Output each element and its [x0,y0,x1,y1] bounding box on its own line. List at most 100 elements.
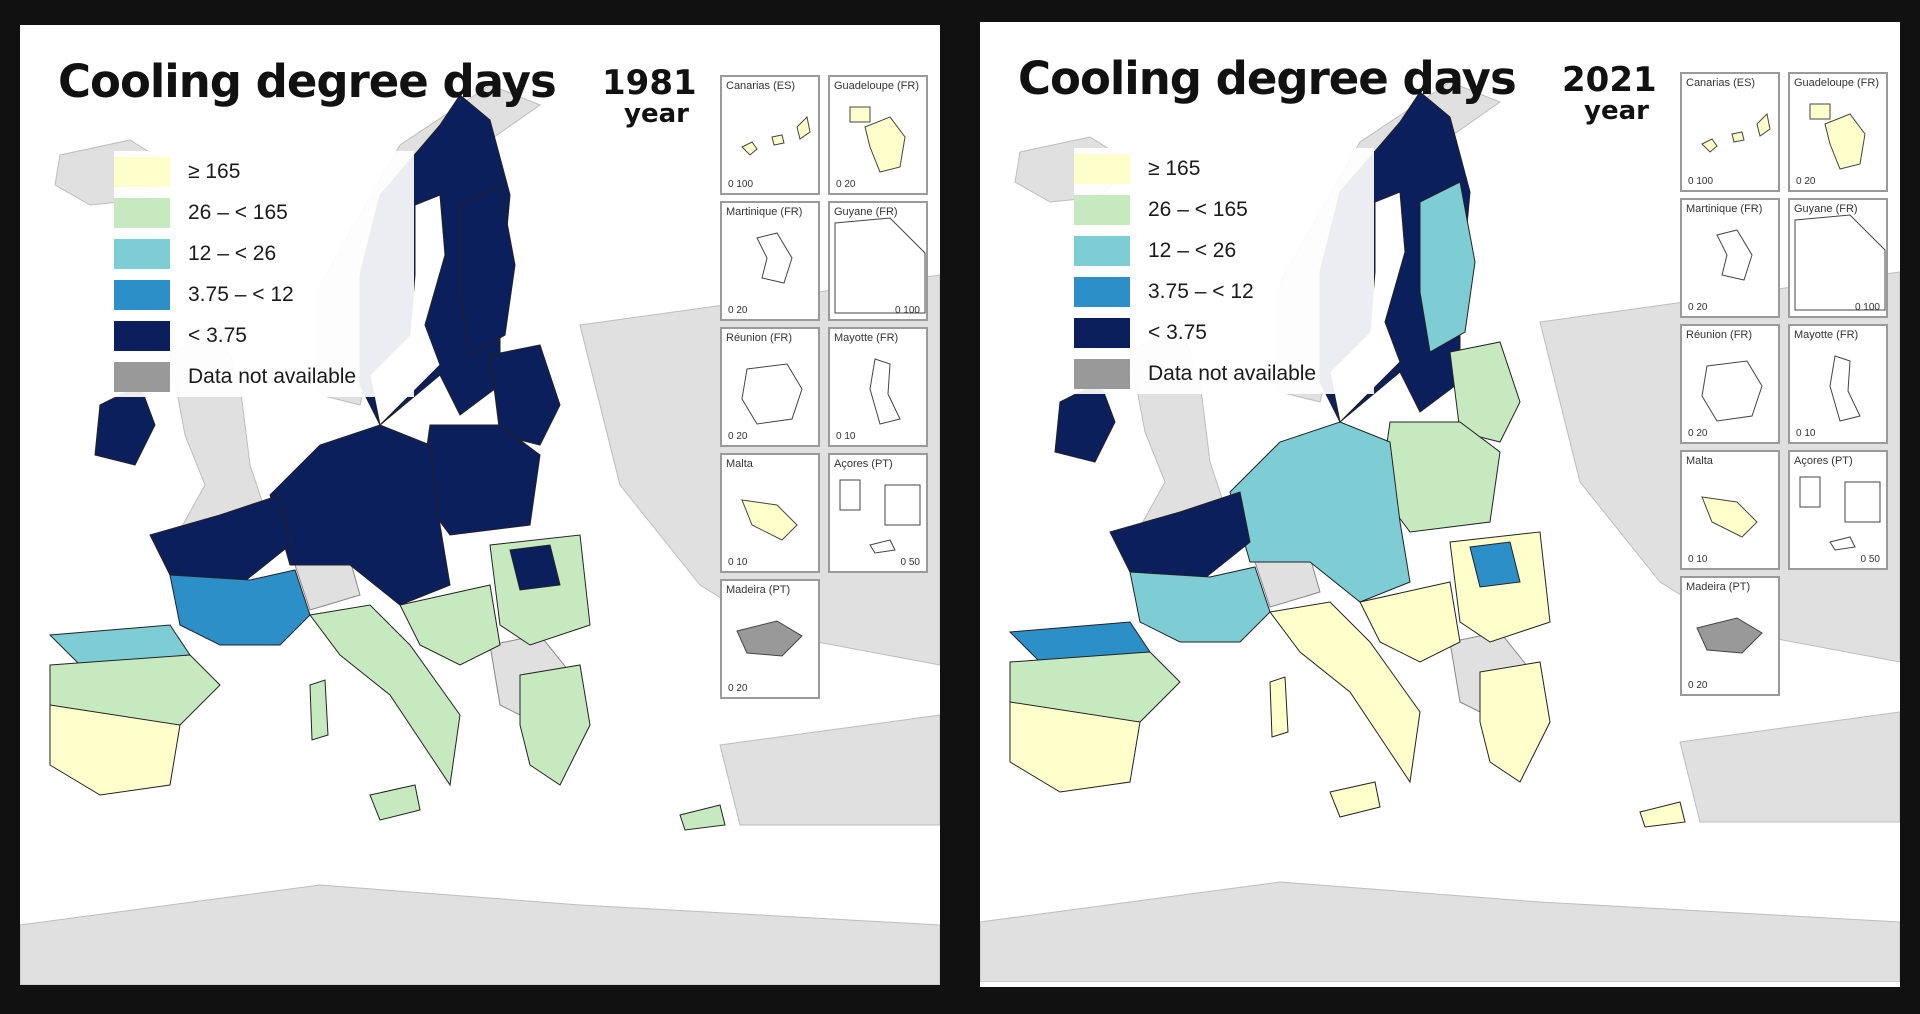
legend-swatch [114,238,170,269]
year-number: 2021 [1562,60,1657,100]
inset-map: Canarias (ES) 0 100 [720,75,820,195]
italy-region [1269,601,1421,784]
map-panel-2021: Cooling degree days 2021 year ≥ 165 26 – … [980,22,1900,987]
inset-map: Madeira (PT) 0 20 [720,579,820,699]
legend: ≥ 165 26 – < 165 12 – < 26 3.75 – < 12 < 3.7… [1074,148,1374,394]
greece-region [519,664,591,786]
scale-bar-label: 0 100 [894,305,920,316]
scale-bar-label: 0 20 [728,431,748,442]
inset-shape [736,620,803,657]
inset-label: Canarias (ES) [1686,77,1756,89]
iberia-south-region [1009,701,1141,793]
inset-map: Réunion (FR) 0 20 [1680,324,1780,444]
finland-east-region [1419,181,1476,353]
scale-bar-label: 0 20 [1688,680,1708,691]
inset-label: Guyane (FR) [834,206,898,218]
scale-bar-label: 0 20 [1796,176,1816,187]
inset-maps: Canarias (ES) 0 100 Guadeloupe (FR) 0 20 Mar… [720,75,932,715]
central-region [1229,421,1411,603]
inset-map: Guadeloupe (FR) 0 20 [1788,72,1888,192]
inset-map: Martinique (FR) 0 20 [1680,198,1780,318]
romania-spot-region [509,544,561,591]
inset-label: Madeira (PT) [1686,581,1751,593]
map-title: Cooling degree days [58,55,557,108]
inset-shape [849,106,906,173]
scale-bar-label: 0 20 [728,683,748,694]
africa-shape [20,884,940,985]
inset-label: Açores (PT) [834,458,893,470]
legend-label: 12 – < 26 [1148,238,1237,262]
inset-label: Açores (PT) [1794,455,1853,467]
sicily-region [1329,781,1381,818]
legend-swatch [114,156,170,187]
inset-label: Réunion (FR) [726,332,793,344]
legend-swatch [114,197,170,228]
inset-label: Canarias (ES) [726,80,796,92]
legend-label: ≥ 165 [188,159,241,183]
inset-shape [1696,617,1763,654]
scale-bar-label: 0 100 [1688,176,1714,187]
inset-map: Guyane (FR) 0 100 [828,201,928,321]
legend-item: 26 – < 165 [114,192,414,233]
legend-item: ≥ 165 [114,151,414,192]
legend-label: 26 – < 165 [188,200,288,224]
legend-label: Data not available [1148,361,1317,385]
legend-swatch [1074,235,1130,266]
inset-shape [1701,496,1758,538]
inset-shape [1799,476,1881,551]
inset-map: Canarias (ES) 0 100 [1680,72,1780,192]
balkans-region [1359,581,1461,663]
legend-item: 26 – < 165 [1074,189,1374,230]
scale-bar-label: 0 20 [728,305,748,316]
inset-shape [756,232,793,284]
legend-item: 3.75 – < 12 [114,274,414,315]
inset-map: Mayotte (FR) 0 10 [828,327,928,447]
inset-shape [1829,355,1861,422]
sardinia-region [309,679,329,741]
inset-map: Malta 0 10 [1680,450,1780,570]
map-title: Cooling degree days [1018,52,1517,105]
legend-swatch [1074,358,1130,389]
inset-shape [1701,360,1763,422]
inset-map: Réunion (FR) 0 20 [720,327,820,447]
legend-swatch [114,361,170,392]
scale-bar-label: 0 50 [1860,554,1880,565]
inset-label: Malta [726,458,753,470]
legend-swatch [114,320,170,351]
legend-swatch [1074,317,1130,348]
inset-label: Guadeloupe (FR) [834,80,919,92]
legend-swatch [1074,153,1130,184]
central-region [269,424,451,606]
turkey-shape [719,714,940,826]
balkans-region [399,584,501,666]
legend-label: 26 – < 165 [1148,197,1248,221]
legend-label: < 3.75 [188,323,247,347]
year-label: year [624,99,689,129]
inset-map: Açores (PT) 0 50 [1788,450,1888,570]
legend-label: Data not available [188,364,357,388]
inset-shape [839,479,921,554]
inset-map: Madeira (PT) 0 20 [1680,576,1780,696]
romania-spot-region [1469,541,1521,588]
europe-map [980,22,1900,982]
legend-item: ≥ 165 [1074,148,1374,189]
map-panel-1981: Cooling degree days 1981 year ≥ 165 26 – … [20,25,940,985]
inset-shape [1809,103,1866,170]
sicily-region [369,784,421,821]
scale-bar-label: 0 10 [836,431,856,442]
inset-label: Réunion (FR) [1686,329,1753,341]
baltic-region [489,344,561,446]
iberia-south-region [49,704,181,796]
inset-map: Guyane (FR) 0 100 [1788,198,1888,318]
scale-bar-label: 0 20 [836,179,856,190]
cyprus-region [1639,801,1686,828]
legend-item: 12 – < 26 [114,233,414,274]
inset-label: Guadeloupe (FR) [1794,77,1879,89]
scale-bar-label: 0 10 [728,557,748,568]
legend-label: ≥ 165 [1148,156,1201,180]
legend-swatch [1074,276,1130,307]
cyprus-region [679,804,726,831]
sardinia-region [1269,676,1289,738]
italy-region [309,604,461,787]
inset-shape [1701,112,1771,153]
